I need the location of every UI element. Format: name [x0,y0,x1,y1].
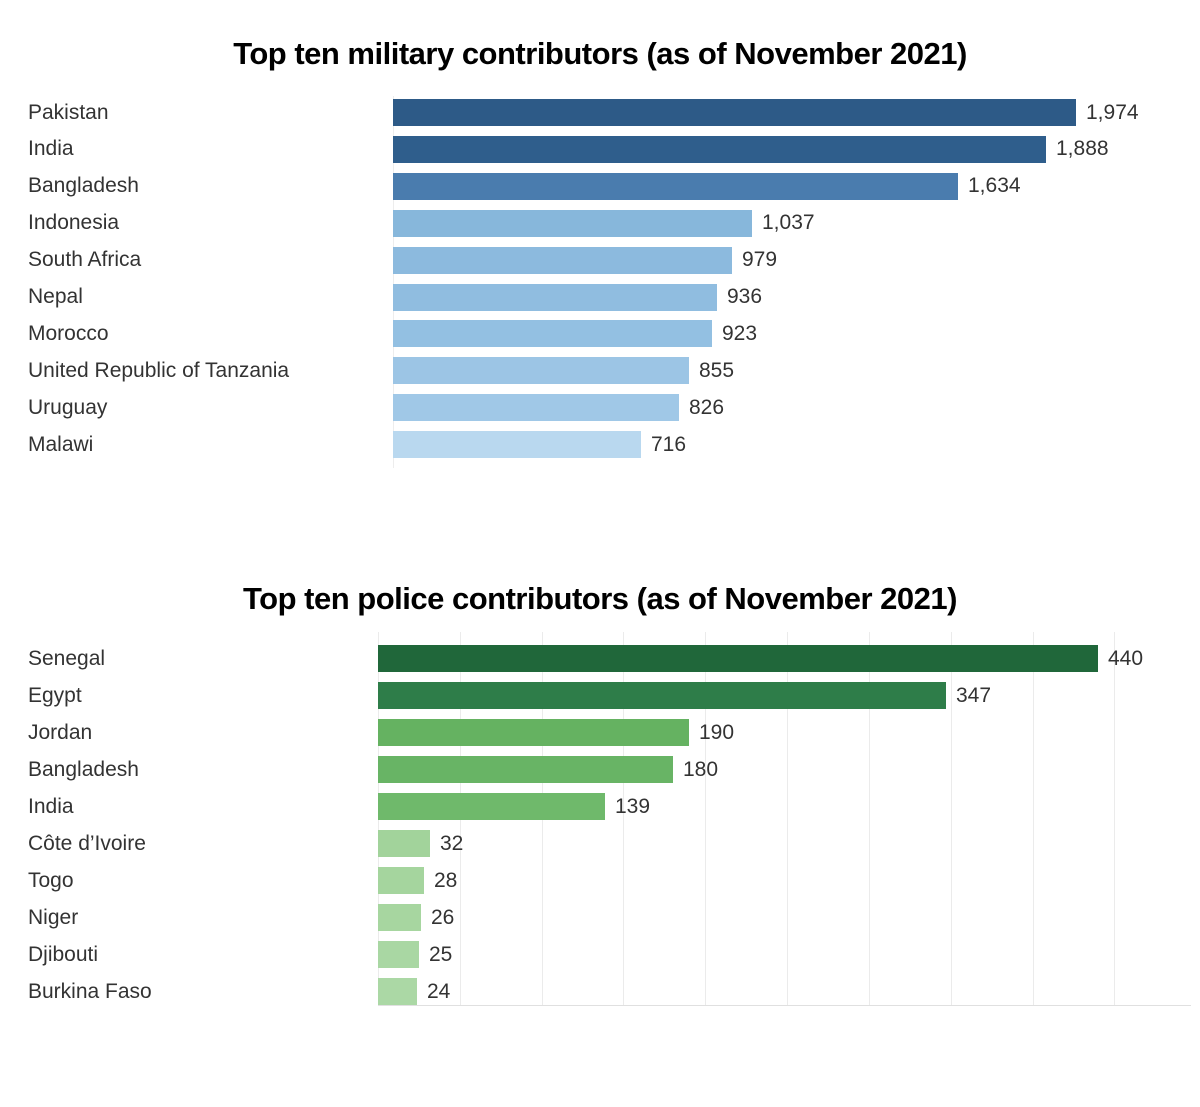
row-label-cote-d-ivoire: Côte d’Ivoire [28,832,146,855]
row-label-senegal: Senegal [28,647,106,670]
y-axis-line [393,96,394,468]
row-label-uruguay: Uruguay [28,396,108,419]
bar-south-africa[interactable] [393,247,732,274]
value-label-bangladesh: 180 [683,758,719,781]
x-gridline [869,632,870,1005]
row-label-pakistan: Pakistan [28,101,109,124]
value-label-malawi: 716 [651,433,687,456]
value-label-india: 139 [615,795,651,818]
value-label-djibouti: 25 [429,943,453,966]
bar-cote-d-ivoire[interactable] [378,830,430,857]
bar-bangladesh[interactable] [393,173,958,200]
value-label-united-republic-of-tanzania: 855 [699,359,735,382]
bar-niger[interactable] [378,904,421,931]
row-label-jordan: Jordan [28,721,93,744]
x-gridline [705,632,706,1005]
row-label-nepal: Nepal [28,285,83,308]
military-chart-title: Top ten military contributors (as of Nov… [233,36,967,71]
row-label-indonesia: Indonesia [28,211,120,234]
row-label-morocco: Morocco [28,322,109,345]
bar-egypt[interactable] [378,682,946,709]
row-label-united-republic-of-tanzania: United Republic of Tanzania [28,359,290,382]
value-label-uruguay: 826 [689,396,725,419]
bar-togo[interactable] [378,867,424,894]
row-label-malawi: Malawi [28,433,94,456]
police-chart-title: Top ten police contributors (as of Novem… [243,581,957,616]
row-label-djibouti: Djibouti [28,943,99,966]
value-label-nepal: 936 [727,285,763,308]
value-label-morocco: 923 [722,322,758,345]
x-axis-line [378,1005,1191,1006]
value-label-south-africa: 979 [742,248,778,271]
bar-nepal[interactable] [393,284,717,311]
value-label-burkina-faso: 24 [427,980,451,1003]
row-label-egypt: Egypt [28,684,82,707]
bar-indonesia[interactable] [393,210,752,237]
row-label-india: India [28,137,74,160]
value-label-india: 1,888 [1056,137,1109,160]
bar-jordan[interactable] [378,719,689,746]
bar-united-republic-of-tanzania[interactable] [393,357,689,384]
value-label-indonesia: 1,037 [762,211,815,234]
bar-malawi[interactable] [393,431,641,458]
value-label-togo: 28 [434,869,458,892]
value-label-senegal: 440 [1108,647,1144,670]
x-gridline [623,632,624,1005]
x-gridline [787,632,788,1005]
row-label-bangladesh: Bangladesh [28,174,139,197]
row-label-south-africa: South Africa [28,248,142,271]
row-label-india: India [28,795,74,818]
value-label-jordan: 190 [699,721,735,744]
bar-pakistan[interactable] [393,99,1076,126]
row-label-niger: Niger [28,906,79,929]
bar-morocco[interactable] [393,320,712,347]
bar-bangladesh[interactable] [378,756,673,783]
value-label-cote-d-ivoire: 32 [440,832,464,855]
value-label-bangladesh: 1,634 [968,174,1021,197]
x-gridline [1033,632,1034,1005]
x-gridline [1114,632,1115,1005]
bar-senegal[interactable] [378,645,1098,672]
bar-india[interactable] [393,136,1046,163]
bar-uruguay[interactable] [393,394,679,421]
value-label-niger: 26 [431,906,455,929]
row-label-bangladesh: Bangladesh [28,758,139,781]
value-label-egypt: 347 [956,684,992,707]
bar-india[interactable] [378,793,605,820]
bar-burkina-faso[interactable] [378,978,417,1005]
x-gridline [951,632,952,1005]
value-label-pakistan: 1,974 [1086,101,1139,124]
bar-djibouti[interactable] [378,941,419,968]
row-label-togo: Togo [28,869,74,892]
row-label-burkina-faso: Burkina Faso [28,980,152,1003]
